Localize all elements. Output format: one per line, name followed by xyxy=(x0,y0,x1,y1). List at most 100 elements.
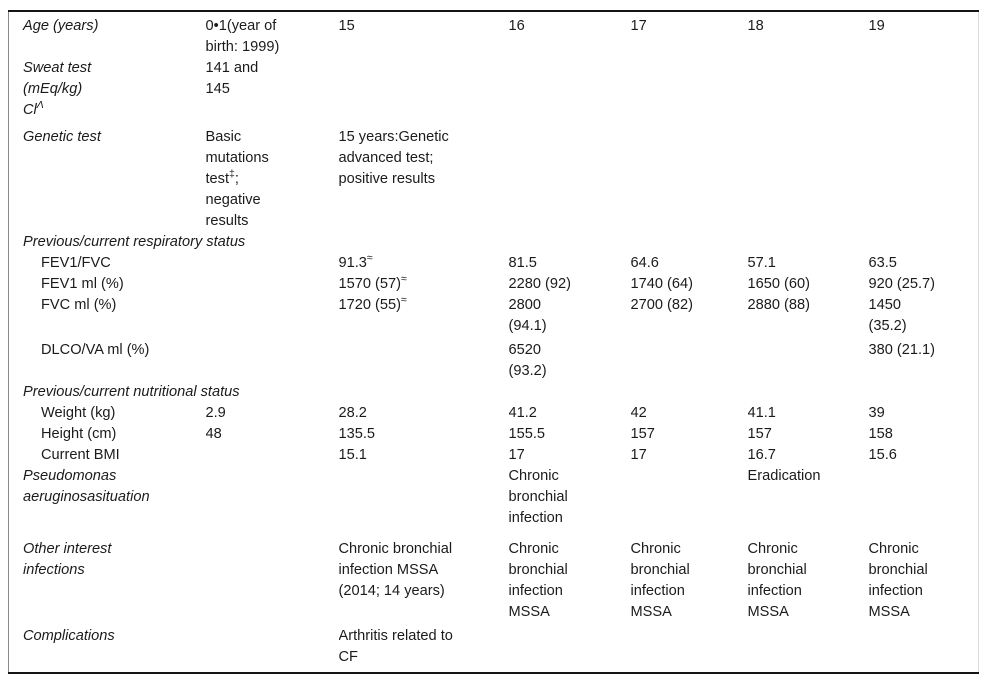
row-label-fev1-fvc: FEV1/FVC xyxy=(41,255,111,271)
table-cell: 6520 (93.2) xyxy=(508,342,547,379)
table-cell: Chronic bronchial infection MSSA (2014; … xyxy=(338,541,453,599)
row-label-complications: Complications xyxy=(23,628,115,644)
row-label-pseudomonas: Pseudomonas aeruginosasituation xyxy=(23,468,150,505)
table-cell: 380 (21.1) xyxy=(868,342,936,358)
table-cell: 17 xyxy=(508,447,525,463)
table-cell xyxy=(748,58,869,121)
table-cell xyxy=(509,623,631,673)
table-cell: Arthritis related to CF xyxy=(338,628,453,665)
row-label-weight: Weight (kg) xyxy=(41,405,116,421)
table-cell: Chronic bronchial infection MSSA xyxy=(630,541,690,620)
table-row-height: Height (cm) 48 135.5 155.5 157 157 158 xyxy=(9,424,979,445)
table-cell xyxy=(206,274,339,295)
table-cell: 157 xyxy=(747,426,772,442)
table-cell: 2.9 xyxy=(205,405,226,421)
table-cell xyxy=(206,295,339,337)
table-row-weight: Weight (kg) 2.9 28.2 41.2 42 41.1 39 xyxy=(9,403,979,424)
table-cell: 1570 (57)≈ xyxy=(339,274,509,295)
genetic-cell-text: ; negative results xyxy=(205,171,261,229)
table-row-nutritional-section: Previous/current nutritional status xyxy=(9,382,979,403)
row-label-height: Height (cm) xyxy=(41,426,117,442)
row-label-dlco: DLCO/VA ml (%) xyxy=(41,342,150,358)
value-text: 91.3 xyxy=(338,255,367,271)
genetic-cell-text: Basic mutations test xyxy=(205,129,269,187)
table-cell: 15.1 xyxy=(338,447,367,463)
table-cell: Basic mutations test‡; negative results xyxy=(206,121,339,232)
table-cell: 15.6 xyxy=(868,447,897,463)
value-text: 1720 (55) xyxy=(338,297,401,313)
footnote-marker: ≈ xyxy=(400,295,407,307)
row-label-genetic-test: Genetic test xyxy=(23,129,101,145)
table-cell xyxy=(339,337,509,382)
sweat-label-text: Sweat test (mEq/kg) Cl xyxy=(23,60,92,118)
table-cell: 2880 (88) xyxy=(747,297,810,313)
table-cell: 18 xyxy=(747,18,764,34)
table-cell xyxy=(869,466,979,529)
table-row-fev1-fvc: FEV1/FVC 91.3≈ 81.5 64.6 57.1 63.5 xyxy=(9,253,979,274)
table-cell: 42 xyxy=(630,405,647,421)
table-row-age: Age (years) 0•1(year of birth: 1999) 15 … xyxy=(9,11,979,58)
table-cell: Chronic bronchial infection MSSA xyxy=(508,541,568,620)
table-cell: 1720 (55)≈ xyxy=(339,295,509,337)
table-cell: 28.2 xyxy=(338,405,367,421)
table-cell: 17 xyxy=(630,18,647,34)
row-label-other-infections: Other interest infections xyxy=(23,541,112,578)
table-cell xyxy=(869,58,979,121)
table-cell xyxy=(339,58,509,121)
table-cell xyxy=(869,121,979,232)
table-cell: 91.3≈ xyxy=(339,253,509,274)
table-cell: 157 xyxy=(630,426,655,442)
row-label-bmi: Current BMI xyxy=(41,447,120,463)
table-cell: 158 xyxy=(868,426,893,442)
table-cell xyxy=(206,445,339,466)
table-row-fvc: FVC ml (%) 1720 (55)≈ 2800 (94.1) 2700 (… xyxy=(9,295,979,337)
section-header-nutritional: Previous/current nutritional status xyxy=(23,384,240,400)
table-cell: 15 xyxy=(338,18,355,34)
table-cell: 64.6 xyxy=(630,255,659,271)
table-cell xyxy=(206,623,339,673)
table-cell: 2700 (82) xyxy=(630,297,693,313)
table-cell: 39 xyxy=(868,405,885,421)
table-cell xyxy=(631,58,748,121)
table-cell xyxy=(748,337,869,382)
table-cell: 1650 (60) xyxy=(747,276,810,292)
table-cell: Chronic bronchial infection MSSA xyxy=(747,541,807,620)
table-cell xyxy=(631,121,748,232)
footnote-marker: ≈ xyxy=(366,253,373,265)
table-row-genetic-test: Genetic test Basic mutations test‡; nega… xyxy=(9,121,979,232)
table-row-dlco: DLCO/VA ml (%) 6520 (93.2) 380 (21.1) xyxy=(9,337,979,382)
table-cell: 2280 (92) xyxy=(508,276,571,292)
table-cell: 141 and 145 xyxy=(205,60,259,97)
table-row-bmi: Current BMI 15.1 17 17 16.7 15.6 xyxy=(9,445,979,466)
table-cell: 16.7 xyxy=(747,447,776,463)
table-cell: 16 xyxy=(508,18,525,34)
table-cell xyxy=(206,337,339,382)
table-cell: 1450 (35.2) xyxy=(868,297,907,334)
table-row-complications: Complications Arthritis related to CF xyxy=(9,623,979,673)
footnote-marker: ≈ xyxy=(400,274,407,286)
table-cell: Eradication xyxy=(747,468,821,484)
table-cell: 48 xyxy=(205,426,222,442)
table-cell xyxy=(206,466,339,529)
table-cell: 920 (25.7) xyxy=(868,276,936,292)
table-cell xyxy=(509,58,631,121)
table-cell: 2800 (94.1) xyxy=(508,297,547,334)
table-cell xyxy=(748,623,869,673)
table-row-respiratory-section: Previous/current respiratory status xyxy=(9,232,979,253)
footnote-marker: ‡ xyxy=(229,168,235,181)
table-cell xyxy=(206,253,339,274)
table-cell xyxy=(339,466,509,529)
table-cell: 81.5 xyxy=(508,255,537,271)
table-cell: 57.1 xyxy=(747,255,776,271)
table-cell: 135.5 xyxy=(338,426,376,442)
table-cell: 17 xyxy=(630,447,647,463)
section-header-respiratory: Previous/current respiratory status xyxy=(23,234,246,250)
table-row-other-infections: Other interest infections Chronic bronch… xyxy=(9,529,979,623)
table-cell: 15 years:Genetic advanced test; positive… xyxy=(338,129,449,187)
table-cell: 41.2 xyxy=(508,405,537,421)
table-cell: Chronic bronchial infection xyxy=(508,468,568,526)
table-cell: 1740 (64) xyxy=(630,276,693,292)
row-label-fvc: FVC ml (%) xyxy=(41,297,117,313)
table-row-fev1: FEV1 ml (%) 1570 (57)≈ 2280 (92) 1740 (6… xyxy=(9,274,979,295)
